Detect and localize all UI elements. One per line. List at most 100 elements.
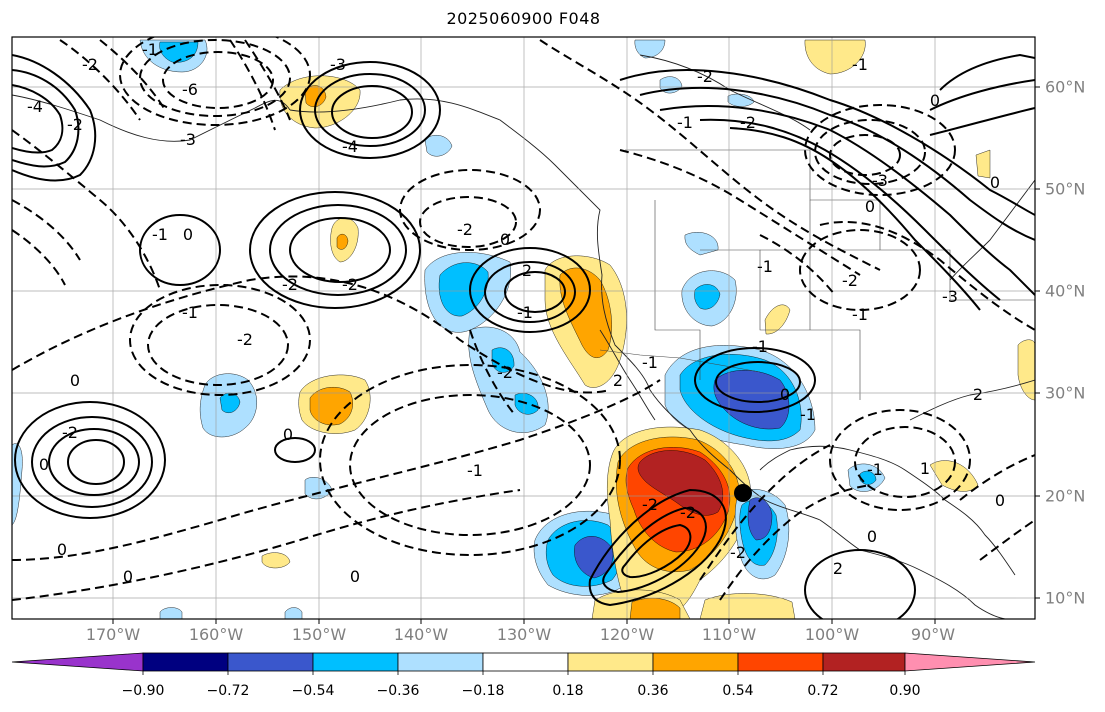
contour-label: -1 <box>642 353 658 372</box>
fill-positive-area <box>764 304 791 335</box>
contour-label: 0 <box>70 371 80 390</box>
contour-label: -1 <box>517 303 533 322</box>
contour-label: -3 <box>330 55 346 74</box>
lat-label: 30°N <box>1045 383 1086 403</box>
fill-negative-area <box>684 232 719 256</box>
fill-negative-area <box>424 135 453 157</box>
contour-label: -6 <box>182 80 198 99</box>
contour-label: 0 <box>123 567 133 586</box>
contour-label: 2 <box>613 371 623 390</box>
map-content: -1 -2 -6 -4 -2 -3 -3 -4 -1 -2 -2 -1 0 -3… <box>12 37 1035 619</box>
contour-label: -1 <box>142 40 158 59</box>
contour-label: 0 <box>350 567 360 586</box>
colorbar-segment <box>567 652 654 672</box>
contour-label: -4 <box>342 137 358 156</box>
lat-label: 40°N <box>1045 281 1086 301</box>
contour-label: 2 <box>973 385 983 404</box>
fill-positive-area <box>336 234 349 250</box>
colorbar-tick-label: 0.72 <box>807 683 839 699</box>
lon-label: 100°W <box>804 625 860 644</box>
contour-label: -3 <box>942 287 958 306</box>
colorbar <box>11 652 1036 675</box>
contour-label: 2 <box>833 559 843 578</box>
contour-label: -2 <box>457 220 473 239</box>
colorbar-tick-label: −0.72 <box>206 683 250 699</box>
contour-label: -1 <box>152 225 168 244</box>
colorbar-segment <box>227 652 314 672</box>
lat-ticks <box>1035 86 1040 599</box>
shaded-fields <box>12 39 1035 619</box>
contour-label: -1 <box>867 460 883 479</box>
lon-ticks <box>112 619 936 624</box>
contour-label: 2 <box>522 261 532 280</box>
lon-label: 160°W <box>188 625 244 644</box>
colorbar-tick-label: 0.18 <box>552 683 584 699</box>
fill-negative-area <box>284 607 303 619</box>
fill-positive-area <box>304 85 327 108</box>
colorbar-arrow-left <box>11 652 144 672</box>
contour-label: -1 <box>467 461 483 480</box>
lon-label: 130°W <box>496 625 552 644</box>
fill-positive-area <box>309 387 353 426</box>
contour-label: -2 <box>237 330 253 349</box>
lat-label: 10°N <box>1045 588 1086 608</box>
contour-label: -2 <box>680 503 696 522</box>
lon-label: 170°W <box>85 625 141 644</box>
contour-label: 0 <box>930 91 940 110</box>
contour-label: 0 <box>780 385 790 404</box>
contour-label: -1 <box>752 337 768 356</box>
contour-label: 0 <box>995 491 1005 510</box>
location-marker <box>734 484 752 502</box>
colorbar-tick-label: 0.36 <box>637 683 669 699</box>
colorbar-arrow-right <box>904 652 1036 672</box>
contour-label: -1 <box>757 257 773 276</box>
lon-label: 110°W <box>701 625 757 644</box>
contour-label: -2 <box>842 271 858 290</box>
colorbar-segment <box>737 652 824 672</box>
contour-label: 0 <box>867 527 877 546</box>
lon-label: 120°W <box>599 625 655 644</box>
negative-contours <box>12 37 1035 601</box>
colorbar-segment <box>822 652 906 672</box>
fill-negative-area <box>634 39 666 59</box>
fill-negative-area <box>438 262 489 317</box>
contour-label: -1 <box>800 405 816 424</box>
fill-positive-area <box>261 552 291 569</box>
contour-label: -1 <box>852 305 868 324</box>
lat-label: 50°N <box>1045 179 1086 199</box>
contour-label: -2 <box>62 423 78 442</box>
plot-title: 2025060900 F048 <box>446 9 601 28</box>
lon-label: 140°W <box>393 625 449 644</box>
contour-label: -1 <box>677 113 693 132</box>
contour-label: 0 <box>39 455 49 474</box>
contour-label: -1 <box>182 303 198 322</box>
colorbar-tick-label: −0.36 <box>376 683 420 699</box>
colorbar-segment <box>142 652 229 672</box>
contour-label: -2 <box>82 55 98 74</box>
colorbar-tick-label: 0.54 <box>722 683 754 699</box>
contour-label: -4 <box>27 97 43 116</box>
contour-label: -1 <box>852 55 868 74</box>
lon-label: 90°W <box>910 625 956 644</box>
colorbar-segment <box>482 652 569 672</box>
positive-contours <box>12 53 1035 619</box>
contour-label: 0 <box>57 540 67 559</box>
lat-label: 60°N <box>1045 77 1086 97</box>
fill-positive-area <box>1017 339 1035 401</box>
lat-label: 20°N <box>1045 486 1086 506</box>
contour-label: -2 <box>740 113 756 132</box>
contour-label: -3 <box>872 171 888 190</box>
fill-negative-area <box>219 392 241 413</box>
colorbar-tick-label: 0.90 <box>889 683 921 699</box>
contour-label: -2 <box>497 363 513 382</box>
contour-labels: -1 -2 -6 -4 -2 -3 -3 -4 -1 -2 -2 -1 0 -3… <box>27 40 1005 586</box>
contour-label: -2 <box>642 495 658 514</box>
contour-label: 0 <box>183 225 193 244</box>
contour-label: 0 <box>283 425 293 444</box>
colorbar-segment <box>312 652 399 672</box>
fill-positive-area <box>804 39 866 75</box>
contour-label: 1 <box>920 459 930 478</box>
contour-label: -2 <box>282 275 298 294</box>
fill-negative-area <box>159 607 183 619</box>
